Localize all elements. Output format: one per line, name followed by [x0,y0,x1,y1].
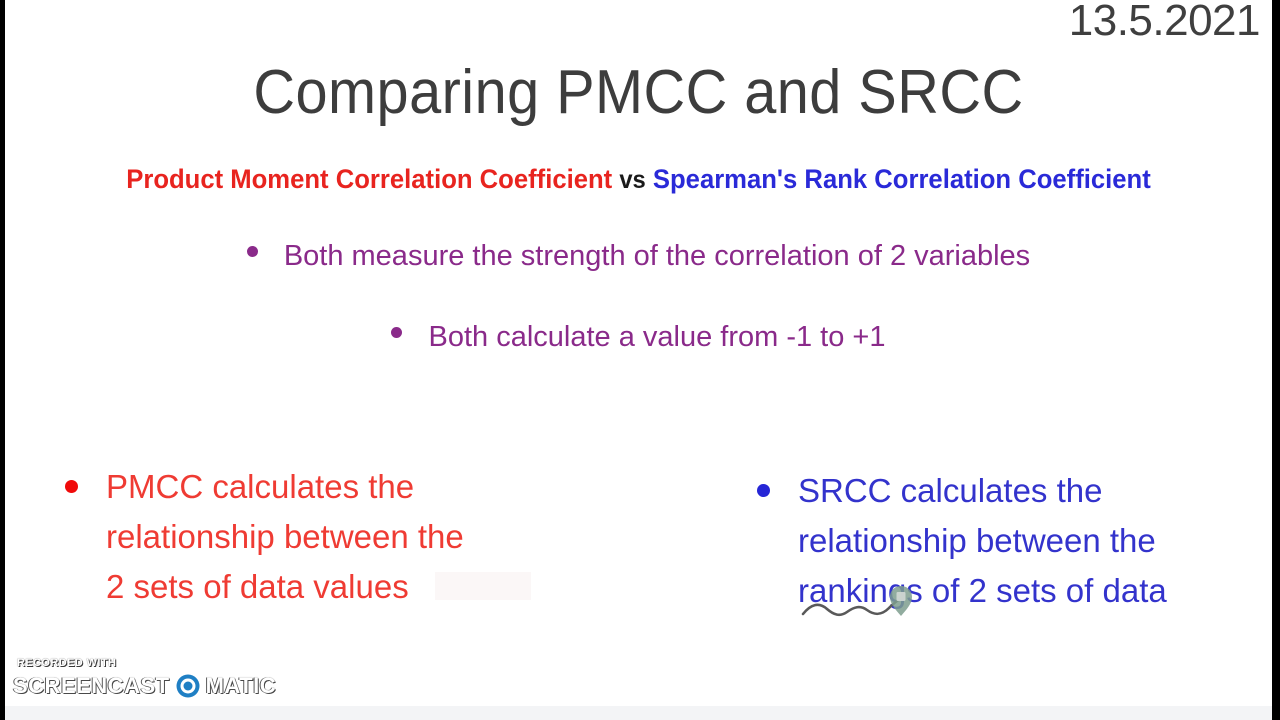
srcc-column: SRCC calculates the relationship between… [757,466,1227,616]
date-stamp: 13.5.2021 [1068,0,1261,45]
page-title: Comparing PMCC and SRCC [253,58,1024,127]
watermark-brand: SCREENCAST MATIC [13,671,276,701]
bottom-strip [5,706,1272,720]
bullet-dot-icon [65,480,78,493]
watermark-recorded-with: RECORDED WITH [17,657,117,669]
bullet-dot-icon [391,327,403,338]
slide-canvas: 13.5.2021 Comparing PMCC and SRCC Produc… [5,0,1272,706]
highlight-artifact [435,572,531,600]
subtitle-srcc-term: Spearman's Rank Correlation Coefficient [652,164,1151,194]
shared-bullet-item: Both measure the strength of the correla… [5,240,1272,273]
srcc-column-text: SRCC calculates the relationship between… [798,472,1167,609]
watermark-brand-right: MATIC [205,673,277,698]
watermark-brand-left: SCREENCAST [13,673,170,698]
shared-bullet-label: Both calculate a value from -1 to +1 [428,321,886,353]
screencast-o-matic-watermark: RECORDED WITH SCREENCAST MATIC [13,657,276,706]
target-circle-icon [173,672,202,700]
subtitle-pmcc-term: Product Moment Correlation Coefficient [126,164,613,194]
squiggle-underline-annotation [801,595,904,617]
pen-cursor-icon [890,586,912,616]
shared-bullet-label: Both measure the strength of the correla… [283,240,1031,272]
shared-bullet-item: Both calculate a value from -1 to +1 [5,321,1272,354]
bullet-dot-icon [757,484,770,497]
bullet-dot-icon [246,246,258,257]
subtitle-vs-connector: vs [619,166,646,194]
subtitle-comparison: Product Moment Correlation Coefficient v… [37,164,1241,195]
pmcc-column: PMCC calculates the relationship between… [65,462,585,612]
pmcc-column-text: PMCC calculates the relationship between… [106,468,464,605]
